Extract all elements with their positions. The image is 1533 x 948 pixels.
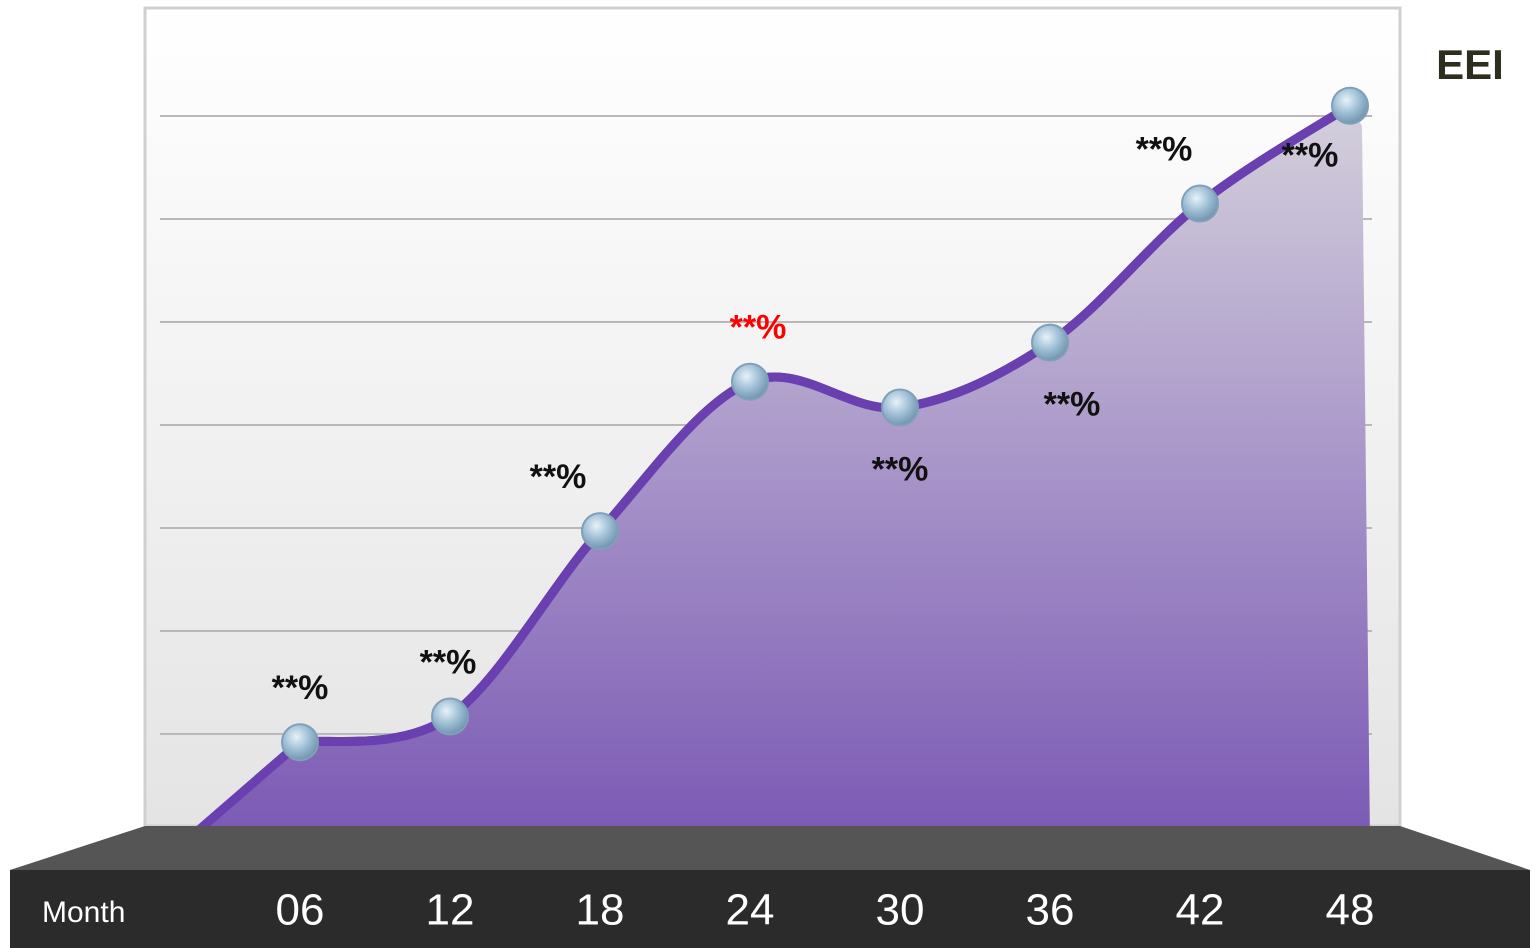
marker [1331, 86, 1369, 125]
data-label: **% [730, 309, 787, 347]
marker [581, 512, 619, 551]
marker [881, 388, 919, 427]
x-tick-label: 12 [426, 886, 475, 935]
marker [1031, 323, 1069, 362]
data-label: **% [1136, 131, 1193, 169]
x-tick-label: 48 [1326, 886, 1375, 935]
marker [281, 723, 319, 762]
data-label: **% [530, 458, 587, 496]
base-top [10, 826, 1530, 870]
chart-title: EEI [1436, 41, 1504, 88]
x-tick-label: 42 [1176, 886, 1225, 935]
marker [431, 697, 469, 736]
data-line [299, 101, 1353, 747]
x-tick-label: 24 [726, 886, 775, 935]
marker [731, 362, 769, 401]
data-label: **% [872, 450, 929, 488]
data-label: **% [420, 643, 477, 681]
area-fill [185, 105, 1370, 842]
marker [1181, 184, 1219, 223]
x-tick-label: 36 [1026, 886, 1075, 935]
data-label: **% [272, 669, 329, 707]
x-axis-label: Month [42, 896, 125, 929]
data-label: **% [1282, 137, 1339, 175]
data-label: **% [1044, 386, 1101, 424]
x-tick-label: 18 [576, 886, 625, 935]
x-tick-label: 30 [876, 886, 925, 935]
base-bar [10, 870, 1530, 948]
x-tick-label: 06 [276, 886, 325, 935]
